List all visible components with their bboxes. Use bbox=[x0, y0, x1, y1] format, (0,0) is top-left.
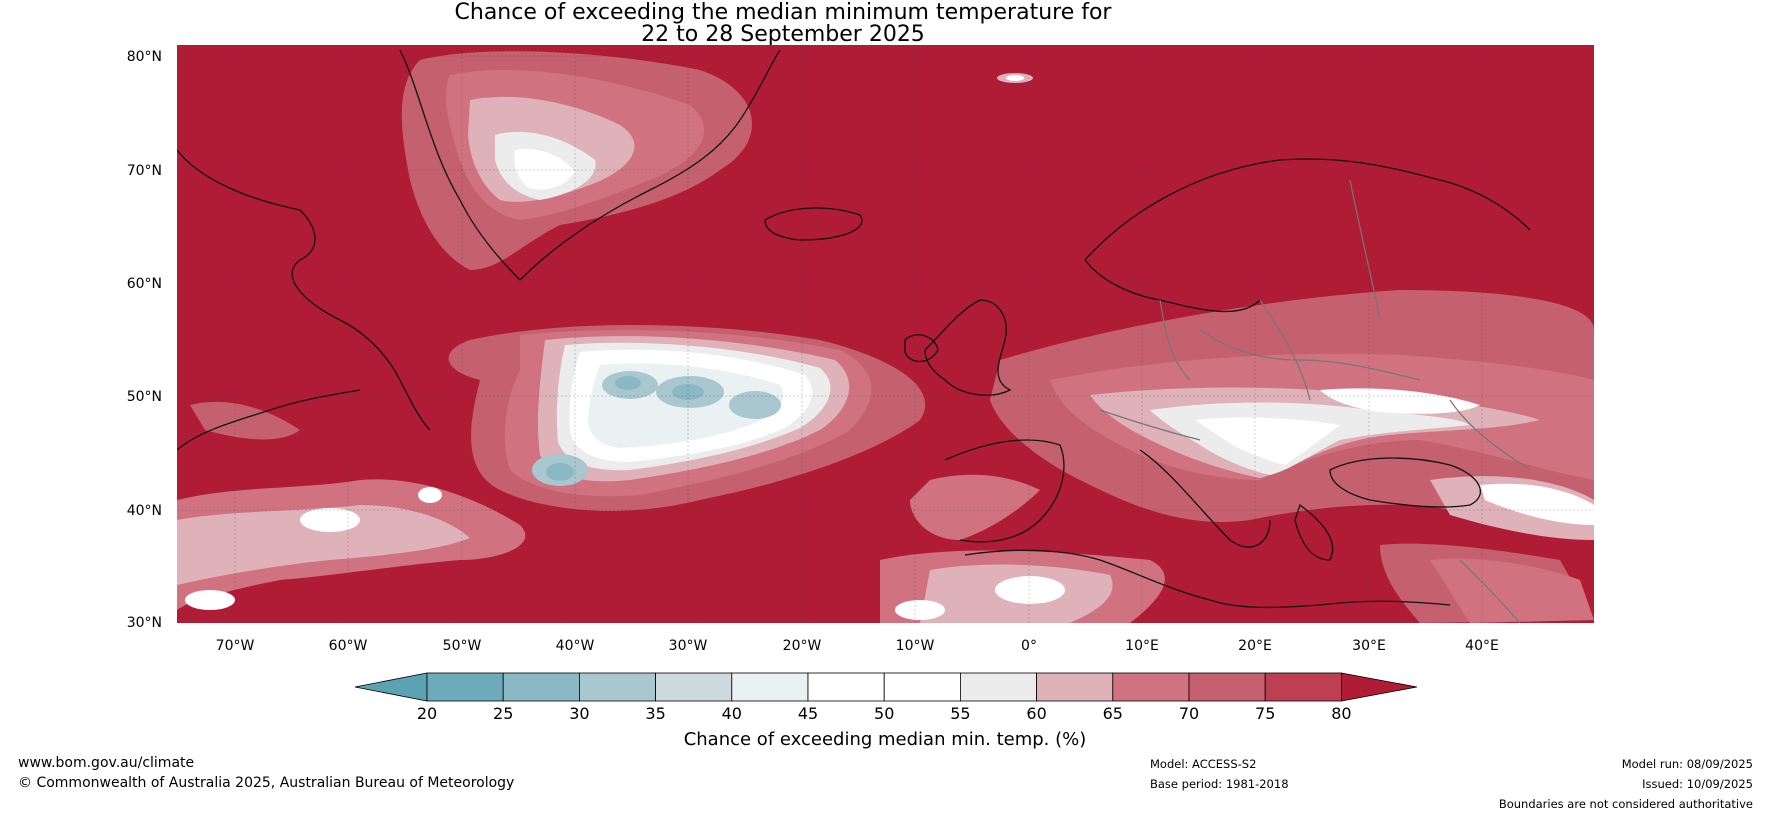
lon-label: 20°W bbox=[783, 638, 822, 654]
map-panel bbox=[177, 45, 1594, 623]
lat-label: 60°N bbox=[127, 276, 162, 292]
colorbar-tick-label: 35 bbox=[645, 704, 665, 723]
colorbar-segment bbox=[807, 672, 885, 702]
lat-label: 50°N bbox=[127, 389, 162, 405]
greenland-anomaly-field bbox=[401, 51, 1033, 270]
lon-label: 30°W bbox=[669, 638, 708, 654]
lon-label: 10°W bbox=[896, 638, 935, 654]
country-borders bbox=[1099, 179, 1531, 623]
map-title-line-1: Chance of exceeding the median minimum t… bbox=[454, 0, 1112, 25]
map-title-line-2: 22 to 28 September 2025 bbox=[641, 22, 925, 47]
colorbar-segment bbox=[1036, 672, 1114, 702]
latitude-labels: 80°N 70°N 60°N 50°N 40°N 30°N bbox=[127, 49, 162, 631]
colorbar-tick-label: 55 bbox=[950, 704, 970, 723]
colorbar-segment bbox=[502, 672, 580, 702]
colorbar-tick-label: 25 bbox=[493, 704, 513, 723]
colorbar-tick-label: 65 bbox=[1103, 704, 1123, 723]
lon-label: 30°E bbox=[1352, 638, 1386, 654]
colorbar-label: Chance of exceeding median min. temp. (%… bbox=[684, 729, 1087, 750]
colorbar-segment bbox=[731, 672, 809, 702]
lat-label: 80°N bbox=[127, 49, 162, 65]
graticule bbox=[177, 45, 1594, 623]
colorbar-tick-label: 40 bbox=[722, 704, 742, 723]
subtropical-anomaly-field bbox=[177, 401, 526, 610]
lon-label: 0° bbox=[1021, 638, 1037, 654]
coastlines bbox=[177, 49, 1531, 609]
colorbar-tick-label: 30 bbox=[569, 704, 589, 723]
disclaimer-text: Boundaries are not considered authoritat… bbox=[1498, 797, 1753, 811]
colorbar-tick-label: 50 bbox=[874, 704, 894, 723]
model-text: Model: ACCESS-S2 bbox=[1150, 757, 1257, 771]
lat-label: 30°N bbox=[127, 615, 162, 631]
colorbar-tick-label: 80 bbox=[1331, 704, 1351, 723]
longitude-labels: 70°W 60°W 50°W 40°W 30°W 20°W 10°W 0° 10… bbox=[216, 638, 1499, 654]
lat-label: 70°N bbox=[127, 163, 162, 179]
lon-label: 50°W bbox=[443, 638, 482, 654]
colorbar-tick-label: 70 bbox=[1179, 704, 1199, 723]
colorbar-segment bbox=[426, 672, 504, 702]
colorbar-segment bbox=[1188, 672, 1266, 702]
colorbar-segment bbox=[1112, 672, 1190, 702]
website-link[interactable]: www.bom.gov.au/climate bbox=[18, 755, 195, 771]
colorbar-tick-label: 60 bbox=[1026, 704, 1046, 723]
lat-label: 40°N bbox=[127, 503, 162, 519]
copyright-text: © Commonwealth of Australia 2025, Austra… bbox=[18, 775, 515, 791]
lon-label: 10°E bbox=[1125, 638, 1159, 654]
europe-anomaly-field bbox=[880, 290, 1594, 623]
base-period-text: Base period: 1981-2018 bbox=[1150, 777, 1289, 791]
colorbar-extend-high bbox=[1341, 672, 1418, 702]
lon-label: 20°E bbox=[1238, 638, 1272, 654]
colorbar-segment bbox=[579, 672, 657, 702]
lon-label: 40°E bbox=[1465, 638, 1499, 654]
colorbar-tick-labels: 20 25 30 35 40 45 50 55 60 65 70 75 80 bbox=[417, 704, 1352, 723]
colorbar-segment bbox=[960, 672, 1038, 702]
colorbar-extend-low bbox=[354, 672, 428, 702]
colorbar bbox=[354, 672, 1418, 702]
colorbar-tick-label: 75 bbox=[1255, 704, 1275, 723]
atlantic-anomaly-field bbox=[448, 325, 926, 511]
issued-text: Issued: 10/09/2025 bbox=[1642, 777, 1753, 791]
colorbar-segment bbox=[655, 672, 733, 702]
model-run-text: Model run: 08/09/2025 bbox=[1621, 757, 1753, 771]
lon-label: 60°W bbox=[329, 638, 368, 654]
colorbar-segment bbox=[1264, 672, 1342, 702]
colorbar-segment bbox=[883, 672, 961, 702]
colorbar-tick-label: 20 bbox=[417, 704, 437, 723]
lon-label: 70°W bbox=[216, 638, 255, 654]
lon-label: 40°W bbox=[556, 638, 595, 654]
colorbar-tick-label: 45 bbox=[798, 704, 818, 723]
